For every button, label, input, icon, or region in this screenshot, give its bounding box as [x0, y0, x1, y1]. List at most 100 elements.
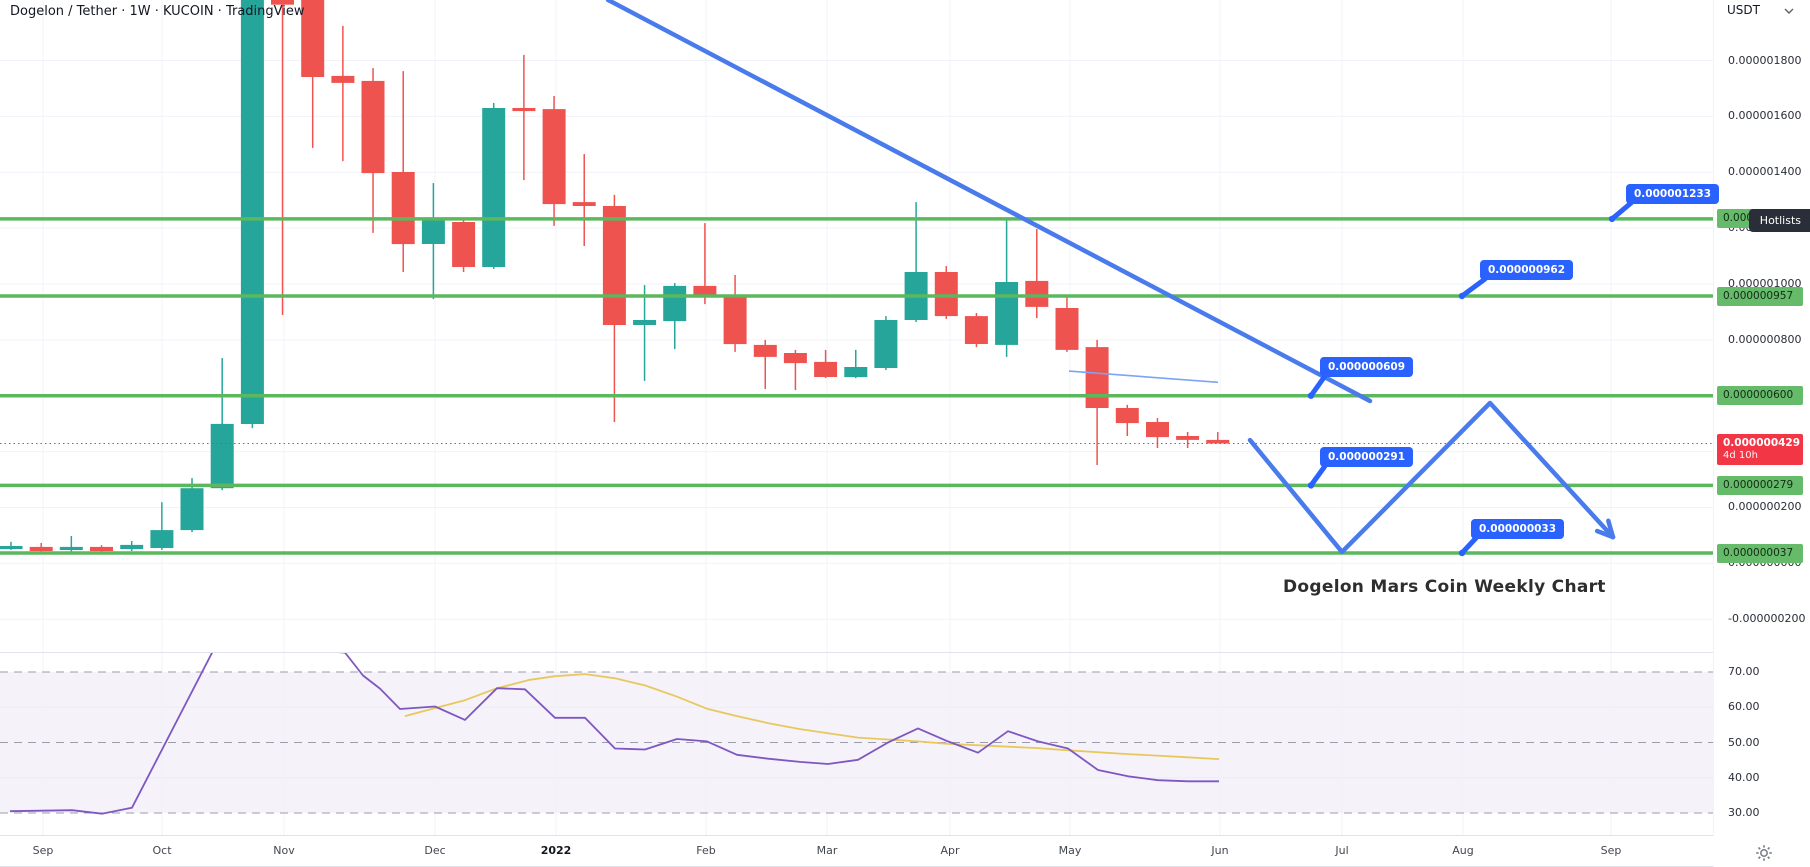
gear-icon[interactable] — [1755, 844, 1773, 862]
candle-body — [1055, 308, 1079, 350]
rsi-ma-line — [404, 673, 1220, 760]
candle-body — [29, 546, 53, 552]
callout-tail — [1609, 200, 1634, 222]
candle-body — [512, 108, 536, 112]
support-line-axis-label: 0.000000600 — [1717, 386, 1803, 406]
price-tick-label: 0.000000200 — [1728, 500, 1802, 514]
candle-body — [90, 546, 113, 552]
candle-body — [1115, 408, 1139, 424]
time-axis-separator — [0, 835, 1810, 836]
candle-body — [1176, 436, 1200, 440]
rsi-tick-label: 60.00 — [1728, 700, 1760, 714]
support-line-axis-label: 0.000000279 — [1717, 475, 1803, 495]
time-tick-month: Feb — [696, 844, 716, 857]
candle-body — [391, 172, 415, 245]
callout-tail — [1459, 535, 1479, 556]
candle-body — [844, 367, 868, 378]
callout-anchor-dot — [1458, 292, 1466, 300]
candles-layer — [0, 0, 1230, 553]
annotation-text[interactable]: Dogelon Mars Coin Weekly Chart — [1283, 577, 1606, 597]
price-scale[interactable]: 0.000001800 0.000001600 0.000001400 0.00000… — [1713, 0, 1810, 867]
candle-body — [542, 109, 566, 205]
candle-body — [120, 544, 144, 550]
candle-body — [180, 488, 204, 531]
price-tick-label: -0.000000200 — [1728, 612, 1806, 626]
candle-body — [421, 220, 445, 244]
price-chart-canvas[interactable] — [0, 0, 1713, 653]
time-tick-year: 2022 — [540, 844, 572, 857]
projection-arrowhead — [1594, 528, 1616, 540]
callout-anchor-dot — [1608, 215, 1616, 223]
candle-body — [210, 423, 234, 489]
price-callout-label[interactable]: 0.000000291 — [1320, 447, 1414, 467]
time-tick-month: May — [1058, 844, 1082, 857]
candle-body — [482, 108, 506, 267]
time-tick-month: Sep — [32, 844, 54, 857]
candle-body — [814, 361, 838, 377]
candle-body — [934, 272, 958, 317]
hotlists-badge[interactable]: Hotlists — [1748, 209, 1810, 232]
candle-body — [1146, 422, 1169, 438]
price-tick-label: 0.000000800 — [1728, 332, 1802, 346]
time-tick-month: Nov — [273, 844, 295, 857]
pane-separator[interactable] — [0, 652, 1713, 653]
projection-arrowhead — [1606, 518, 1616, 540]
callout-tail — [1308, 373, 1328, 399]
candle-body — [0, 546, 23, 550]
time-tick-month: Sep — [1600, 844, 1622, 857]
candle-body — [753, 344, 777, 357]
price-tick-label: 0.000001400 — [1728, 165, 1802, 179]
rsi-tick-label: 30.00 — [1728, 806, 1760, 819]
current-price-label: 0.000000429 4d 10h — [1717, 434, 1803, 465]
time-tick-month: Mar — [816, 844, 838, 857]
rsi-tick-label: 50.00 — [1728, 735, 1760, 749]
rsi-tick-label: 70.00 — [1728, 665, 1760, 678]
candle-body — [693, 285, 717, 296]
candle-body — [1206, 439, 1230, 444]
currency-label: USDT — [1727, 3, 1760, 17]
price-tick-label: 0.000001800 — [1728, 53, 1802, 67]
candle-body — [361, 80, 385, 174]
projection-arrow — [1247, 400, 1616, 555]
candle-body — [602, 206, 626, 325]
candle-body — [633, 320, 657, 325]
price-callout-label[interactable]: 0.000000033 — [1471, 519, 1565, 539]
trendline-drawing — [605, 0, 1373, 404]
candle-body — [964, 316, 988, 344]
currency-selector[interactable]: USDT — [1727, 3, 1794, 17]
rsi-pane-canvas[interactable] — [0, 653, 1713, 835]
candle-body — [995, 282, 1019, 345]
candle-body — [240, 0, 264, 424]
candle-body — [452, 222, 476, 267]
rsi-line — [9, 653, 1219, 815]
callout-anchor-dot — [1458, 549, 1466, 557]
time-tick-month: Jul — [1335, 844, 1349, 857]
chevron-down-icon — [1784, 8, 1794, 14]
minor-trendline — [1068, 370, 1219, 384]
price-callout-label[interactable]: 0.000000962 — [1480, 260, 1574, 280]
time-tick-month: Oct — [152, 844, 172, 857]
candle-body — [301, 0, 325, 78]
callout-tail — [1308, 463, 1328, 488]
time-tick-month: Jun — [1211, 844, 1229, 857]
time-scale[interactable]: Sep Oct Nov Dec 2022 Feb Mar Apr May Jun Jul Aug Sep — [0, 836, 1810, 866]
price-tick-label: 0.000001600 — [1728, 109, 1802, 123]
candle-body — [59, 546, 83, 550]
rsi-tick-label: 40.00 — [1728, 770, 1760, 784]
candle-body — [572, 202, 596, 206]
candle-body — [723, 294, 747, 345]
candle-body — [1085, 347, 1109, 408]
support-line-axis-label: 0.000000037 — [1717, 543, 1803, 563]
candle-body — [1025, 280, 1049, 307]
candle-body — [663, 285, 687, 322]
current-price-value: 0.000000429 — [1723, 437, 1801, 449]
price-callout-label[interactable]: 0.000001233 — [1626, 184, 1720, 204]
candle-body — [874, 320, 898, 368]
callout-anchor-dot — [1307, 482, 1315, 489]
price-callout-label[interactable]: 0.000000609 — [1320, 357, 1414, 377]
candle-body — [150, 530, 174, 548]
candle-body — [331, 75, 355, 83]
symbol-title[interactable]: Dogelon / Tether · 1W · KUCOIN · Trading… — [10, 4, 305, 19]
time-tick-month: Dec — [424, 844, 446, 857]
